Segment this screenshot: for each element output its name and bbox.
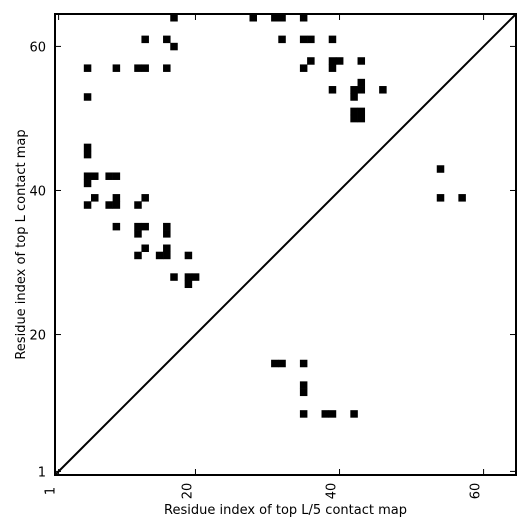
y-tick-label-3: 60 xyxy=(29,40,46,55)
contact-cell-upper-13 xyxy=(357,57,366,65)
contact-cell-upper-20 xyxy=(163,64,171,72)
contact-cell-upper-15 xyxy=(328,57,337,65)
x-tick-label-3: 60 xyxy=(469,483,484,500)
contact-cell-lower-4 xyxy=(278,359,286,368)
contact-cell-upper-54 xyxy=(141,244,149,253)
contact-cell-upper-36 xyxy=(83,172,92,180)
contact-cell-upper-37 xyxy=(91,172,99,180)
contact-cell-lower-11 xyxy=(350,410,358,418)
contact-cell-upper-34 xyxy=(83,143,92,152)
contact-cell-lower-7 xyxy=(299,388,308,397)
contact-cell-upper-5 xyxy=(141,35,149,44)
contact-cell-upper-29 xyxy=(350,93,358,101)
y-tick-label-1: 20 xyxy=(29,329,46,344)
contact-cell-upper-32 xyxy=(350,114,358,123)
contact-cell-upper-45 xyxy=(105,201,113,209)
plot-frame xyxy=(54,13,517,476)
x-tick-label-0: 1 xyxy=(44,487,59,495)
contact-cell-upper-50 xyxy=(141,222,149,231)
contact-cell-upper-0 xyxy=(170,14,178,22)
diagonal-line xyxy=(54,13,517,476)
x-tick-label-2: 40 xyxy=(325,483,340,500)
lower-triangle-cells xyxy=(271,165,466,418)
contact-cell-upper-16 xyxy=(83,64,92,72)
y-tick-label-2: 40 xyxy=(29,184,46,199)
contact-cell-lower-2 xyxy=(458,194,466,202)
contact-cell-upper-55 xyxy=(163,244,171,253)
contact-cell-upper-14 xyxy=(307,57,315,65)
contact-cell-upper-4 xyxy=(299,14,308,22)
contact-cell-upper-44 xyxy=(83,201,92,209)
x-axis-ticks: 1 20 40 60 xyxy=(44,14,485,500)
contact-cell-upper-53 xyxy=(163,230,171,238)
contact-cell-upper-35 xyxy=(83,150,92,159)
contact-cell-upper-62 xyxy=(191,273,200,281)
contact-cell-upper-46 xyxy=(112,201,121,209)
contact-cell-upper-2 xyxy=(271,14,279,22)
y-axis-ticks: 1 20 40 60 xyxy=(29,40,516,480)
contact-cell-upper-49 xyxy=(134,222,142,231)
contact-cell-upper-19 xyxy=(141,64,149,72)
upper-triangle-cells xyxy=(83,14,387,289)
contact-cell-upper-57 xyxy=(155,251,164,260)
contact-cell-lower-8 xyxy=(299,410,308,418)
contact-cell-lower-6 xyxy=(299,381,308,389)
x-tick-label-1: 20 xyxy=(180,483,195,500)
contact-cell-upper-48 xyxy=(112,222,121,231)
contact-cell-lower-1 xyxy=(436,194,445,202)
contact-cell-upper-56 xyxy=(134,251,142,260)
contact-cell-upper-12 xyxy=(335,57,344,65)
contact-cell-upper-39 xyxy=(112,172,121,180)
contact-cell-upper-24 xyxy=(328,86,337,94)
contact-cell-upper-9 xyxy=(307,35,315,44)
contact-cell-upper-42 xyxy=(112,194,121,202)
contact-cell-upper-52 xyxy=(134,230,142,238)
contact-cell-lower-0 xyxy=(436,165,445,173)
contact-cell-upper-28 xyxy=(83,93,92,101)
contact-cell-upper-22 xyxy=(328,64,337,72)
contact-cell-upper-18 xyxy=(134,64,142,72)
contact-cell-lower-5 xyxy=(299,359,308,368)
contact-cell-upper-6 xyxy=(163,35,171,44)
contact-cell-upper-8 xyxy=(299,35,308,44)
contact-cell-lower-3 xyxy=(271,359,279,368)
contact-cell-lower-10 xyxy=(328,410,337,418)
y-axis-label: Residue index of top L contact map xyxy=(14,129,29,359)
contact-cell-upper-40 xyxy=(83,179,92,188)
contact-cell-upper-17 xyxy=(112,64,121,72)
contact-cell-upper-61 xyxy=(184,273,193,281)
contact-cell-upper-23 xyxy=(357,78,366,87)
contact-cell-upper-43 xyxy=(141,194,149,202)
contact-cell-upper-27 xyxy=(379,86,387,94)
contact-cell-upper-38 xyxy=(105,172,113,180)
contact-cell-upper-47 xyxy=(134,201,142,209)
contact-cell-upper-7 xyxy=(278,35,286,44)
contact-cell-upper-1 xyxy=(249,14,257,22)
contact-cell-upper-26 xyxy=(357,86,366,94)
contact-cell-upper-58 xyxy=(163,251,171,260)
contact-cell-upper-33 xyxy=(357,114,366,123)
contact-cell-upper-51 xyxy=(163,222,171,231)
contact-cell-upper-63 xyxy=(184,280,193,289)
contact-cell-upper-60 xyxy=(170,273,178,281)
x-axis-label: Residue index of top L/5 contact map xyxy=(164,503,407,518)
contact-cell-upper-11 xyxy=(170,42,178,51)
contact-cell-upper-21 xyxy=(299,64,308,72)
contact-cell-upper-41 xyxy=(91,194,99,202)
contact-cell-lower-9 xyxy=(321,410,330,418)
contact-cell-upper-30 xyxy=(350,107,358,116)
contact-cell-upper-31 xyxy=(357,107,366,116)
contact-cell-upper-3 xyxy=(278,14,286,22)
contact-cell-upper-10 xyxy=(328,35,337,44)
y-tick-label-0: 1 xyxy=(38,465,46,480)
contact-cell-upper-59 xyxy=(184,251,193,260)
contact-cell-upper-25 xyxy=(350,86,358,94)
